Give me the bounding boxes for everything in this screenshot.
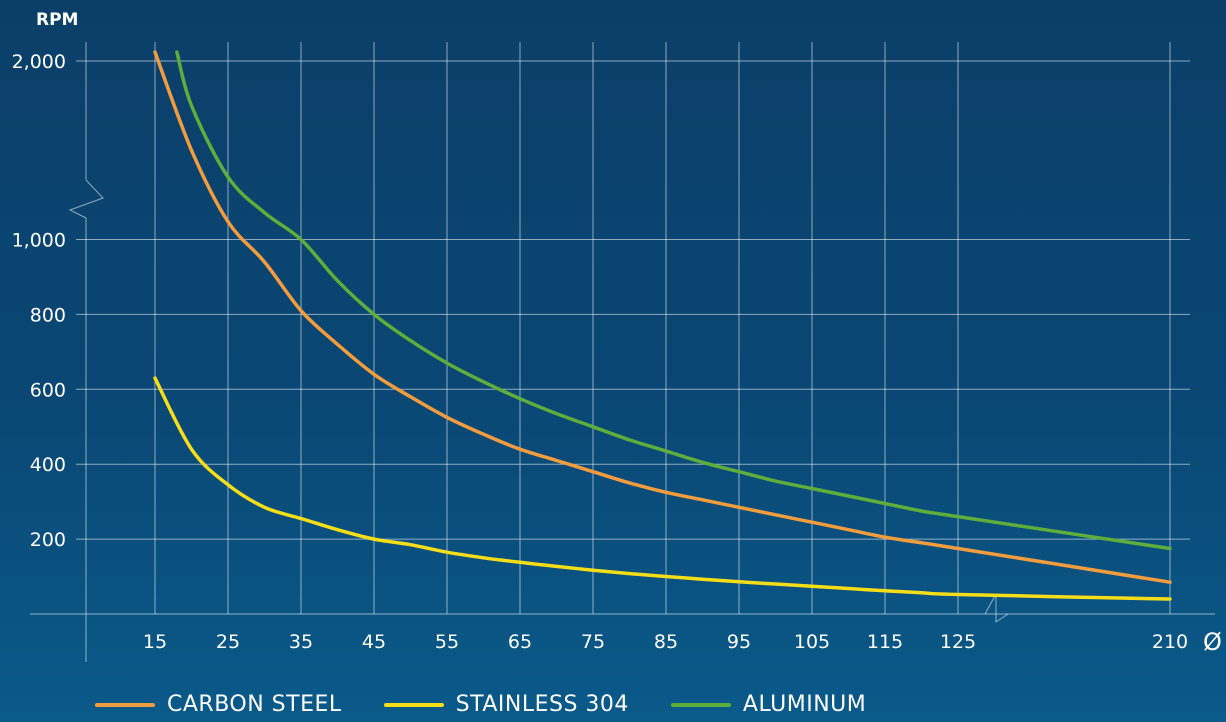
series-line-aluminum [175, 50, 1172, 551]
axes [30, 42, 1215, 662]
y-tick-label: 2,000 [12, 51, 66, 73]
x-tick-label: 75 [581, 631, 605, 653]
x-axis-title: Ø [1203, 628, 1222, 656]
x-tick-label: 15 [143, 631, 167, 653]
y-axis-title: RPM [36, 10, 78, 30]
legend-label: CARBON STEEL [167, 692, 342, 717]
series-lines [153, 50, 1172, 601]
legend-item-aluminum: ALUMINUM [670, 692, 867, 717]
legend-swatch [95, 702, 155, 707]
y-tick-label: 200 [30, 529, 66, 551]
x-tick-label: 105 [794, 631, 830, 653]
legend-swatch [670, 702, 731, 707]
y-tick-label: 800 [30, 304, 66, 326]
legend-label: STAINLESS 304 [455, 692, 629, 717]
x-tick-label: 65 [508, 631, 532, 653]
y-tick-label: 400 [30, 454, 66, 476]
tick-labels: 2,000 1,000 800 600 400 200 15 25 35 45 55 65 75 85 95… [12, 10, 1222, 656]
y-tick-label: 1,000 [12, 230, 66, 252]
y-axis-break-mark [68, 179, 104, 219]
x-tick-label: 25 [216, 631, 240, 653]
x-tick-label: 35 [289, 631, 313, 653]
x-tick-label: 210 [1152, 631, 1188, 653]
x-tick-label: 45 [362, 631, 386, 653]
x-tick-label: 125 [940, 631, 976, 653]
x-tick-label: 85 [654, 631, 678, 653]
legend-item-stainless-304: STAINLESS 304 [383, 692, 629, 717]
y-tick-label: 600 [30, 379, 66, 401]
x-axis-break-mark [984, 593, 1215, 623]
x-tick-label: 95 [727, 631, 751, 653]
legend-label: ALUMINUM [742, 692, 867, 717]
legend-swatch [383, 702, 444, 707]
grid [76, 42, 1190, 614]
legend-item-carbon-steel: CARBON STEEL [95, 692, 342, 717]
x-tick-label: 115 [867, 631, 903, 653]
legend: CARBON STEEL STAINLESS 304 ALUMINUM [95, 692, 908, 717]
x-tick-label: 55 [435, 631, 459, 653]
series-line-stainless-304 [153, 376, 1172, 601]
series-line-carbon-steel [153, 50, 1172, 584]
rpm-chart: 2,000 1,000 800 600 400 200 15 25 35 45 55 65 75 85 95… [12, 10, 1222, 662]
